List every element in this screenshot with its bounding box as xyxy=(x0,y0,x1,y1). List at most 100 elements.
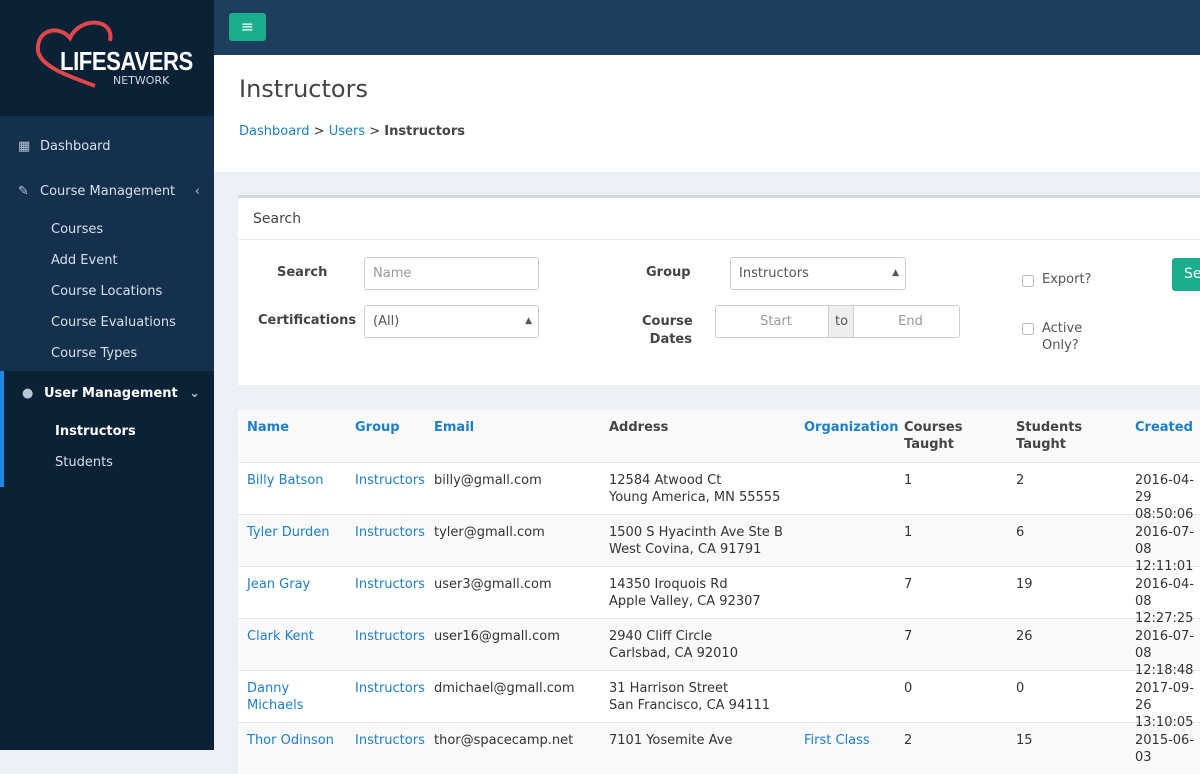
column-header-created[interactable]: Created xyxy=(1135,420,1193,435)
active-only-label: Active Only? xyxy=(1042,321,1083,353)
checkbox-box[interactable] xyxy=(1022,323,1034,335)
search-panel: Search Search Name Group Instructors ▲ Ce… xyxy=(238,195,1200,385)
start-placeholder: Start xyxy=(760,314,792,329)
sidebar-item-course-management[interactable]: ✎ Course Management ‹ xyxy=(0,169,214,214)
created-date: 2015-06-03 xyxy=(1135,733,1195,765)
organization-link[interactable]: First Class xyxy=(804,733,870,748)
email-cell: tyler@gmall.com xyxy=(434,525,545,540)
sidebar-item-students[interactable]: Students xyxy=(55,455,113,470)
menu-toggle-button[interactable]: ≡ xyxy=(229,13,266,41)
address-line2: Young America, MN 55555 xyxy=(609,490,781,505)
address-line1: 2940 Cliff Circle xyxy=(609,629,713,644)
created-cell: 2015-06-03 xyxy=(1126,723,1200,774)
column-header-name[interactable]: Name xyxy=(247,420,290,435)
created-date: 2016-07-08 xyxy=(1135,629,1195,661)
sidebar-item-user-management[interactable]: ● User Management ⌄ xyxy=(4,371,214,416)
search-input[interactable]: Name xyxy=(364,257,539,290)
organization-link[interactable] xyxy=(795,515,895,566)
address-line2: West Covina, CA 91791 xyxy=(609,542,762,557)
sidebar-item-course-evaluations[interactable]: Course Evaluations xyxy=(51,315,176,330)
sidebar-item-label: Dashboard xyxy=(40,139,111,154)
instructor-name-link[interactable]: Jean Gray xyxy=(247,577,311,592)
column-header-group[interactable]: Group xyxy=(355,420,400,435)
top-bar: ≡ xyxy=(214,0,1200,55)
breadcrumb-dashboard[interactable]: Dashboard xyxy=(239,124,310,139)
active-only-checkbox[interactable]: Active Only? xyxy=(1022,320,1092,354)
sidebar-item-dashboard[interactable]: ▦ Dashboard xyxy=(0,124,214,169)
address-line2: San Francisco, CA 94111 xyxy=(609,698,771,713)
courses-taught-cell: 2 xyxy=(904,733,913,748)
sidebar-item-course-types[interactable]: Course Types xyxy=(51,346,138,361)
address-cell: 2940 Cliff Circle Carlsbad, CA 92010 xyxy=(600,619,795,670)
created-cell: 2016-07-08 12:11:01 xyxy=(1126,515,1200,574)
email-cell: thor@spacecamp.net xyxy=(434,733,574,748)
organization-link[interactable] xyxy=(795,619,895,670)
logo-text: LIFESAVERS xyxy=(60,46,193,76)
students-taught-cell: 26 xyxy=(1016,629,1033,644)
page-title: Instructors xyxy=(239,75,368,103)
students-taught-cell: 0 xyxy=(1016,681,1025,696)
chevron-left-icon: ‹ xyxy=(194,184,200,199)
sidebar-item-label: Course Management xyxy=(40,184,176,199)
organization-link[interactable] xyxy=(795,671,895,722)
table-row: Billy Batson Instructors billy@gmall.com… xyxy=(238,462,1200,522)
sidebar-item-instructors[interactable]: Instructors xyxy=(55,424,136,439)
search-placeholder: Name xyxy=(373,266,412,281)
group-label: Group xyxy=(646,265,691,280)
group-link[interactable]: Instructors xyxy=(355,629,425,644)
created-date: 2016-04-08 xyxy=(1135,577,1195,609)
table-row: Jean Gray Instructors user3@gmall.com 14… xyxy=(238,566,1200,626)
instructor-name-link[interactable]: Thor Odinson xyxy=(247,733,334,748)
created-time: 12:27:25 xyxy=(1135,611,1194,626)
end-date-input[interactable]: End xyxy=(853,305,960,338)
sidebar-item-course-locations[interactable]: Course Locations xyxy=(51,284,163,299)
group-link[interactable]: Instructors xyxy=(355,577,425,592)
created-cell: 2016-04-29 08:50:06 xyxy=(1126,463,1200,522)
export-label: Export? xyxy=(1042,272,1092,287)
export-checkbox[interactable]: Export? xyxy=(1022,272,1091,287)
table-row: Tyler Durden Instructors tyler@gmall.com… xyxy=(238,514,1200,574)
instructor-name-link[interactable]: Danny Michaels xyxy=(247,681,304,713)
table-row: Danny Michaels Instructors dmichael@gmal… xyxy=(238,670,1200,730)
certifications-value: (All) xyxy=(373,314,400,329)
group-link[interactable]: Instructors xyxy=(355,473,425,488)
address-line1: 7101 Yosemite Ave xyxy=(609,733,733,748)
table-header-row: Name Group Email Address Organization Co… xyxy=(238,410,1200,462)
breadcrumb-users[interactable]: Users xyxy=(328,124,366,139)
certifications-select[interactable]: (All) ▲ xyxy=(364,305,539,338)
dashboard-icon: ▦ xyxy=(18,139,31,154)
search-label: Search xyxy=(277,265,328,280)
instructor-name-link[interactable]: Clark Kent xyxy=(247,629,314,644)
address-cell: 14350 Iroquois Rd Apple Valley, CA 92307 xyxy=(600,567,795,618)
email-cell: dmichael@gmall.com xyxy=(434,681,575,696)
created-time: 08:50:06 xyxy=(1135,507,1194,522)
sidebar: LIFESAVERS NETWORK ▦ Dashboard ✎ Course Ma… xyxy=(0,0,214,750)
column-header-email[interactable]: Email xyxy=(434,420,475,435)
courses-taught-cell: 1 xyxy=(904,473,913,488)
instructor-name-link[interactable]: Tyler Durden xyxy=(247,525,330,540)
column-header-organization[interactable]: Organization xyxy=(804,420,899,435)
address-line2: Apple Valley, CA 92307 xyxy=(609,594,761,609)
organization-link[interactable] xyxy=(795,463,895,514)
checkbox-box[interactable] xyxy=(1022,275,1034,287)
select-arrows-icon: ▲ xyxy=(525,316,532,326)
group-link[interactable]: Instructors xyxy=(355,681,425,696)
email-cell: billy@gmall.com xyxy=(434,473,542,488)
organization-link[interactable] xyxy=(795,567,895,618)
start-date-input[interactable]: Start xyxy=(715,305,829,338)
group-link[interactable]: Instructors xyxy=(355,733,425,748)
group-select[interactable]: Instructors ▲ xyxy=(730,257,906,290)
courses-taught-cell: 0 xyxy=(904,681,913,696)
search-button[interactable]: Search xyxy=(1172,258,1200,291)
students-taught-cell: 6 xyxy=(1016,525,1025,540)
sidebar-item-add-event[interactable]: Add Event xyxy=(51,253,118,268)
course-dates-label: Course Dates xyxy=(642,314,693,347)
group-link[interactable]: Instructors xyxy=(355,525,425,540)
sidebar-item-courses[interactable]: Courses xyxy=(51,222,104,237)
address-cell: 1500 S Hyacinth Ave Ste B West Covina, CA… xyxy=(600,515,795,566)
created-time: 12:11:01 xyxy=(1135,559,1194,574)
created-date: 2016-04-29 xyxy=(1135,473,1195,505)
instructor-name-link[interactable]: Billy Batson xyxy=(247,473,324,488)
courses-taught-cell: 1 xyxy=(904,525,913,540)
logo[interactable]: LIFESAVERS NETWORK xyxy=(0,0,214,116)
